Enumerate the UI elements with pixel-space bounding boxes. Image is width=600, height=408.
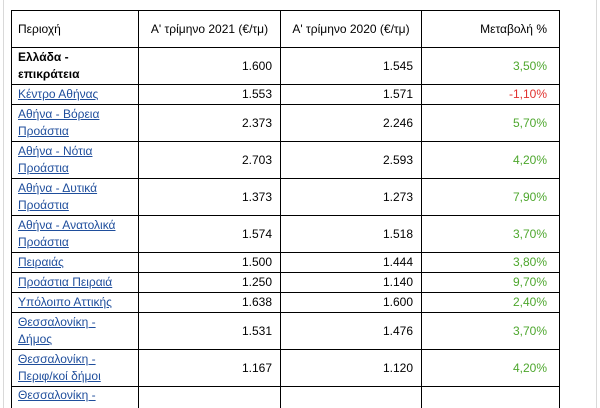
change-cell: 3,70% [421,312,560,350]
change-cell: 9,70% [421,272,560,293]
region-link[interactable]: Αθήνα - Ανατολικά Προάστια [18,218,116,249]
region-link[interactable]: Αθήνα - Νότια Προάστια [18,144,93,175]
value-2021-cell: 1.500 [138,252,281,273]
change-cell: 7,90% [421,178,560,216]
header-q1-2020: Α' τρίμηνο 2020 (€/τμ) [280,10,422,48]
change-cell: -1,10% [421,84,560,105]
region-link[interactable]: Προάστια Πειραιά [18,275,113,289]
table-row: Αθήνα - Βόρεια Προάστια 2.373 2.246 5,70… [11,104,560,142]
value-2020-cell: 1.545 [280,47,422,85]
value-2021-cell: 2.373 [138,104,281,142]
region-cell: Ελλάδα - επικράτεια [11,47,139,85]
value-2021-cell: 1.600 [138,47,281,85]
value-2020-cell: 1.273 [280,178,422,216]
value-2020-cell: 1.600 [280,292,422,313]
value-2020-cell: 1.120 [280,349,422,387]
left-border-line [3,0,4,408]
header-region: Περιοχή [11,10,139,48]
value-2020-cell: 1.140 [280,272,422,293]
value-2020-cell: 1.571 [280,84,422,105]
value-2020-cell: 2.246 [280,104,422,142]
change-cell [421,386,560,408]
header-q1-2021: Α' τρίμηνο 2021 (€/τμ) [138,10,281,48]
table-row: Αθήνα - Ανατολικά Προάστια 1.574 1.518 3… [11,215,560,253]
change-cell: 3,80% [421,252,560,273]
table-row: Ελλάδα - επικράτεια 1.600 1.545 3,50% [11,47,560,85]
table-row: Αθήνα - Δυτικά Προάστια 1.373 1.273 7,90… [11,178,560,216]
table-row: Θεσσαλονίκη - Περιφ/κοί δήμοι 1.167 1.12… [11,349,560,387]
region-link[interactable]: Υπόλοιπο Αττικής [18,295,112,309]
table-row: Πειραιάς 1.500 1.444 3,80% [11,252,560,273]
price-table: Περιοχή Α' τρίμηνο 2021 (€/τμ) Α' τρίμην… [11,10,560,408]
change-cell: 2,40% [421,292,560,313]
value-2020-cell [280,386,422,408]
value-2021-cell: 1.531 [138,312,281,350]
change-cell: 4,20% [421,349,560,387]
table-row: Θεσσαλονίκη - Δήμος 1.531 1.476 3,70% [11,312,560,350]
table-header-row: Περιοχή Α' τρίμηνο 2021 (€/τμ) Α' τρίμην… [11,10,560,48]
value-2021-cell: 1.638 [138,292,281,313]
value-2021-cell [138,386,281,408]
value-2021-cell: 1.574 [138,215,281,253]
region-link[interactable]: Θεσσαλονίκη - [18,388,96,402]
value-2021-cell: 1.373 [138,178,281,216]
table-row: Αθήνα - Νότια Προάστια 2.703 2.593 4,20% [11,141,560,179]
value-2020-cell: 1.444 [280,252,422,273]
change-cell: 3,70% [421,215,560,253]
table-row: Υπόλοιπο Αττικής 1.638 1.600 2,40% [11,292,560,313]
change-cell: 5,70% [421,104,560,142]
value-2020-cell: 1.476 [280,312,422,350]
region-link[interactable]: Θεσσαλονίκη - Δήμος [18,315,96,346]
value-2021-cell: 1.553 [138,84,281,105]
right-border-line [596,0,597,408]
region-link[interactable]: Αθήνα - Δυτικά Προάστια [18,181,98,212]
region-link[interactable]: Κέντρο Αθήνας [18,87,99,101]
region-link[interactable]: Αθήνα - Βόρεια Προάστια [18,107,100,138]
header-change: Μεταβολή % [421,10,560,48]
change-cell: 3,50% [421,47,560,85]
change-cell: 4,20% [421,141,560,179]
value-2021-cell: 1.250 [138,272,281,293]
value-2021-cell: 1.167 [138,349,281,387]
table-row: Κέντρο Αθήνας 1.553 1.571 -1,10% [11,84,560,105]
value-2021-cell: 2.703 [138,141,281,179]
region-link[interactable]: Πειραιάς [18,255,64,269]
table-row: Θεσσαλονίκη - [11,386,560,408]
region-link[interactable]: Θεσσαλονίκη - Περιφ/κοί δήμοι [18,352,101,383]
value-2020-cell: 2.593 [280,141,422,179]
value-2020-cell: 1.518 [280,215,422,253]
table-row: Προάστια Πειραιά 1.250 1.140 9,70% [11,272,560,293]
